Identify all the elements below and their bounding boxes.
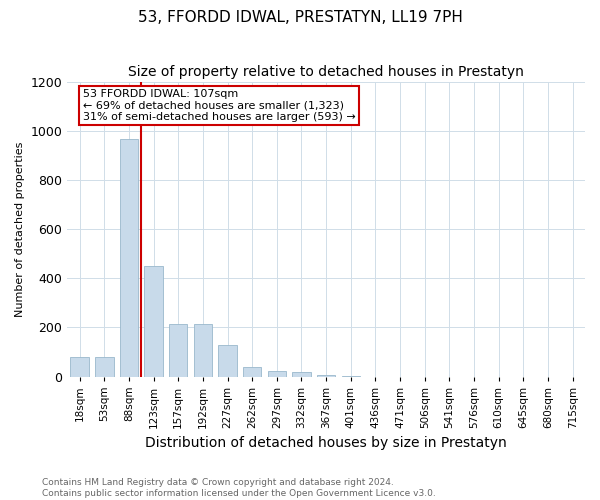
Y-axis label: Number of detached properties: Number of detached properties (15, 142, 25, 316)
Title: Size of property relative to detached houses in Prestatyn: Size of property relative to detached ho… (128, 65, 524, 79)
Bar (268, 371, 286, 376)
Bar (119, 138, 138, 376)
Text: 53 FFORDD IDWAL: 107sqm
← 69% of detached houses are smaller (1,323)
31% of semi: 53 FFORDD IDWAL: 107sqm ← 69% of detache… (83, 89, 356, 122)
Bar (169, 324, 187, 376)
Bar (194, 324, 212, 376)
Bar (218, 344, 237, 376)
Bar (70, 358, 89, 376)
Text: 53, FFORDD IDWAL, PRESTATYN, LL19 7PH: 53, FFORDD IDWAL, PRESTATYN, LL19 7PH (137, 10, 463, 25)
Bar (292, 372, 311, 376)
Bar (95, 358, 113, 376)
X-axis label: Distribution of detached houses by size in Prestatyn: Distribution of detached houses by size … (145, 436, 507, 450)
Bar (243, 366, 262, 376)
Bar (145, 266, 163, 376)
Text: Contains HM Land Registry data © Crown copyright and database right 2024.
Contai: Contains HM Land Registry data © Crown c… (42, 478, 436, 498)
Bar (317, 374, 335, 376)
